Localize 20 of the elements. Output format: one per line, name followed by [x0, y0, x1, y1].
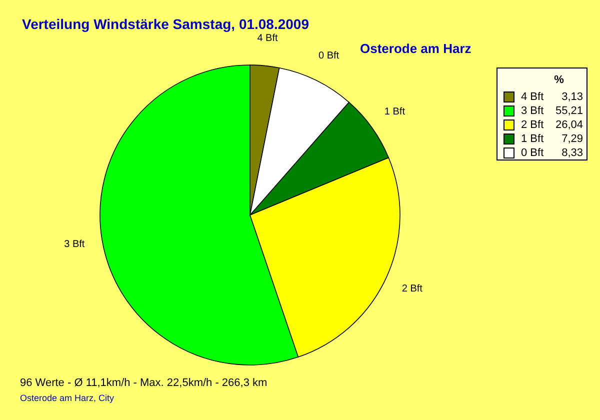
text: Osterode am Harz — [360, 41, 472, 56]
slice-label: 0 Bft — [318, 50, 340, 62]
chart-title: Verteilung Windstärke Samstag, 01.08.2009 — [22, 16, 310, 32]
data-label: 7,29 — [562, 133, 583, 145]
slice-label: 3 Bft — [64, 239, 85, 250]
legend-label: 4 Bft — [521, 91, 544, 103]
data-label: 55,21 — [555, 105, 583, 117]
slice-label: 4 Bft — [257, 32, 278, 44]
legend-label: 2 Bft — [521, 119, 544, 131]
data-label: 3,13 — [562, 91, 583, 103]
legend-label: 3 Bft — [521, 105, 544, 117]
legend-label: 0 Bft — [521, 147, 544, 159]
legend-title: % — [554, 74, 564, 86]
slice-label: 1 Bft — [384, 106, 406, 118]
data-label: 8,33 — [562, 147, 583, 159]
text: Osterode am Harz, City — [20, 393, 115, 403]
slice-label: 2 Bft — [402, 283, 423, 294]
text: 96 Werte - Ø 11,1km/h - Max. 22,5km/h - 266,3 km — [20, 377, 268, 389]
data-label: 26,04 — [555, 119, 583, 131]
legend-label: 1 Bft — [521, 133, 544, 145]
